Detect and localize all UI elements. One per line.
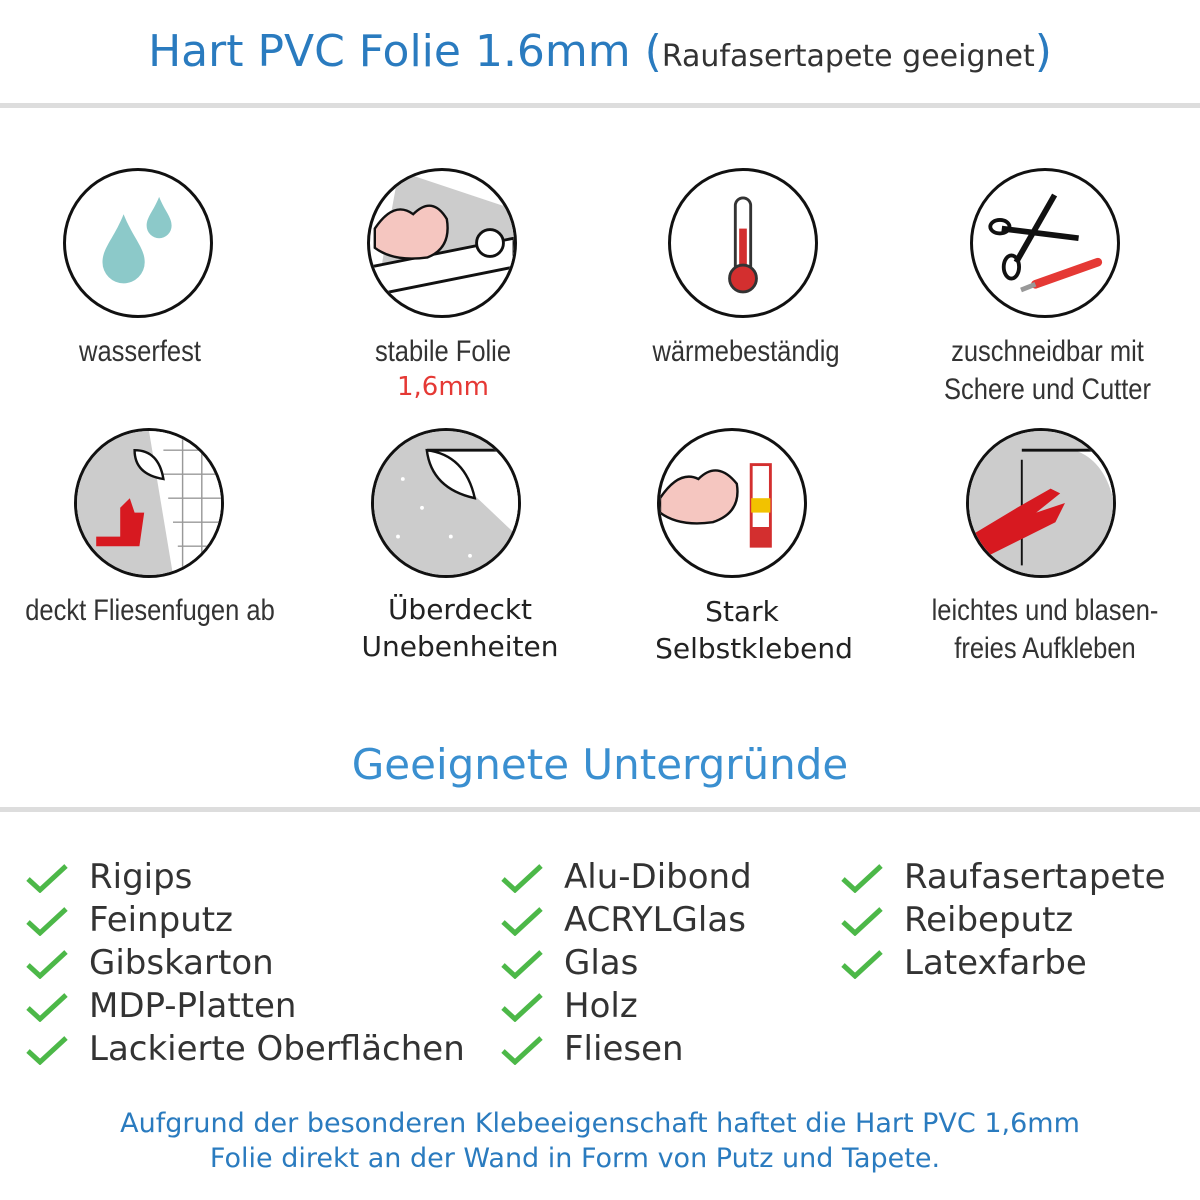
check-icon — [501, 992, 543, 1022]
check-icon — [26, 992, 68, 1022]
feature-label: wasserfest — [79, 335, 201, 368]
surface-label: Reibeputz — [904, 900, 1074, 940]
thumbs-up-tiles-icon — [74, 428, 224, 578]
check-icon — [26, 949, 68, 979]
surface-item: Latexfarbe — [840, 942, 1166, 985]
surface-label: Rigips — [89, 857, 193, 897]
feature-label: stabile Folie — [374, 335, 512, 368]
paren-close: ) — [1034, 26, 1052, 77]
surface-label: Latexfarbe — [904, 943, 1087, 983]
feature-label: zuschneidbar mit — [951, 335, 1144, 368]
surface-label: Fliesen — [564, 1029, 684, 1069]
surface-label: Gibskarton — [89, 943, 274, 983]
surfaces-column-3: Raufasertapete Reibeputz Latexfarbe — [840, 856, 1166, 985]
surface-item: MDP-Platten — [25, 985, 465, 1028]
check-icon — [26, 863, 68, 893]
feature-label: Selbstklebend — [655, 632, 853, 665]
surface-label: Holz — [564, 986, 638, 1026]
divider — [0, 807, 1200, 812]
surface-label: Lackierte Oberflächen — [89, 1029, 465, 1069]
strong-arm-glue-icon — [657, 428, 807, 578]
surface-item: Holz — [500, 985, 752, 1028]
surface-item: Lackierte Oberflächen — [25, 1028, 465, 1071]
surface-label: Raufasertapete — [904, 857, 1166, 897]
feature-label: leichtes und blasen- — [931, 594, 1159, 627]
feature-sublabel: 1,6mm — [396, 372, 489, 402]
surfaces-column-1: Rigips Feinputz Gibskarton MDP-Platten Lacki… — [25, 856, 465, 1071]
feature-label: Unebenheiten — [361, 630, 559, 663]
surface-item: Raufasertapete — [840, 856, 1166, 899]
foil-corner-icon — [371, 428, 521, 578]
check-icon — [501, 1035, 543, 1065]
check-icon — [841, 949, 883, 979]
surface-item: Fliesen — [500, 1028, 752, 1071]
feature-label: deckt Fliesenfugen ab — [25, 594, 275, 627]
section-heading: Geeignete Untergründe — [351, 740, 849, 789]
surface-label: Alu-Dibond — [564, 857, 752, 897]
footer-line: Aufgrund der besonderen Klebeeigenschaft… — [120, 1108, 1080, 1139]
paren-open: ( — [644, 26, 662, 77]
check-icon — [841, 863, 883, 893]
water-drops-icon — [63, 168, 213, 318]
feature-label: Überdeckt — [387, 593, 533, 626]
check-icon — [501, 863, 543, 893]
surface-item: ACRYLGlas — [500, 899, 752, 942]
hand-apply-icon — [966, 428, 1116, 578]
footer-note: Aufgrund der besonderen Klebeeigenschaft… — [0, 1106, 1200, 1176]
check-icon — [841, 906, 883, 936]
page-title: Hart PVC Folie 1.6mm (Raufasertapete gee… — [0, 26, 1200, 77]
scissors-cutter-icon — [970, 168, 1120, 318]
surface-item: Rigips — [25, 856, 465, 899]
surface-item: Reibeputz — [840, 899, 1166, 942]
check-icon — [501, 949, 543, 979]
surfaces-column-2: Alu-Dibond ACRYLGlas Glas Holz Fliesen — [500, 856, 752, 1071]
footer-line: Folie direkt an der Wand in Form von Put… — [209, 1143, 941, 1174]
divider — [0, 103, 1200, 108]
strong-arm-roll-icon — [367, 168, 517, 318]
surface-item: Alu-Dibond — [500, 856, 752, 899]
surface-label: MDP-Platten — [89, 986, 297, 1026]
feature-label: Schere und Cutter — [944, 373, 1151, 406]
surface-label: Feinputz — [89, 900, 233, 940]
surface-label: Glas — [564, 943, 639, 983]
thermometer-icon — [668, 168, 818, 318]
surface-item: Glas — [500, 942, 752, 985]
feature-label: wärmebeständig — [652, 335, 840, 368]
title-main: Hart PVC Folie 1.6mm — [148, 26, 631, 77]
surface-item: Gibskarton — [25, 942, 465, 985]
surface-label: ACRYLGlas — [564, 900, 746, 940]
check-icon — [501, 906, 543, 936]
feature-label: freies Aufkleben — [954, 632, 1136, 665]
check-icon — [26, 906, 68, 936]
check-icon — [26, 1035, 68, 1065]
surface-item: Feinputz — [25, 899, 465, 942]
feature-label: Stark — [705, 595, 779, 628]
title-subtitle: Raufasertapete geeignet — [661, 39, 1035, 74]
